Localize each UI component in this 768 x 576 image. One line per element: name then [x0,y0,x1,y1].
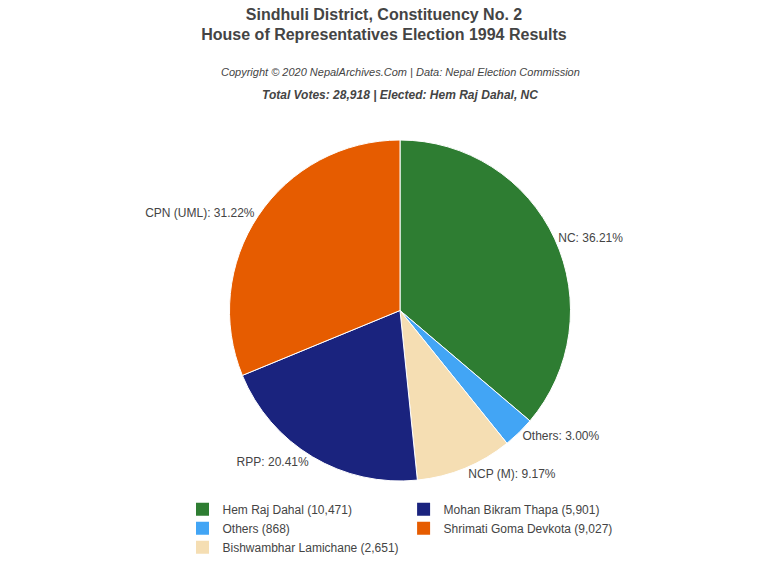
svg-text:Mohan Bikram Thapa (5,901): Mohan Bikram Thapa (5,901) [444,503,600,517]
svg-text:Sindhuli District, Constituenc: Sindhuli District, Constituency No. 2Hou… [201,6,567,44]
svg-text:Total Votes: 28,918 | Elected:: Total Votes: 28,918 | Elected: Hem Raj D… [262,88,538,102]
svg-text:CPN (UML): 31.22%: CPN (UML): 31.22% [145,206,255,220]
svg-text:NCP (M): 9.17%: NCP (M): 9.17% [468,467,555,481]
svg-text:Others: 3.00%: Others: 3.00% [522,429,599,443]
svg-text:Hem Raj Dahal (10,471): Hem Raj Dahal (10,471) [223,503,352,517]
svg-text:Others (868): Others (868) [223,522,290,536]
svg-text:NC: 36.21%: NC: 36.21% [558,231,623,245]
svg-text:Shrimati Goma Devkota (9,027): Shrimati Goma Devkota (9,027) [444,522,613,536]
svg-text:Bishwambhar Lamichane (2,651): Bishwambhar Lamichane (2,651) [223,541,399,555]
svg-text:Copyright © 2020 NepalArchives: Copyright © 2020 NepalArchives.Com | Dat… [221,66,580,78]
svg-text:RPP: 20.41%: RPP: 20.41% [237,455,309,469]
